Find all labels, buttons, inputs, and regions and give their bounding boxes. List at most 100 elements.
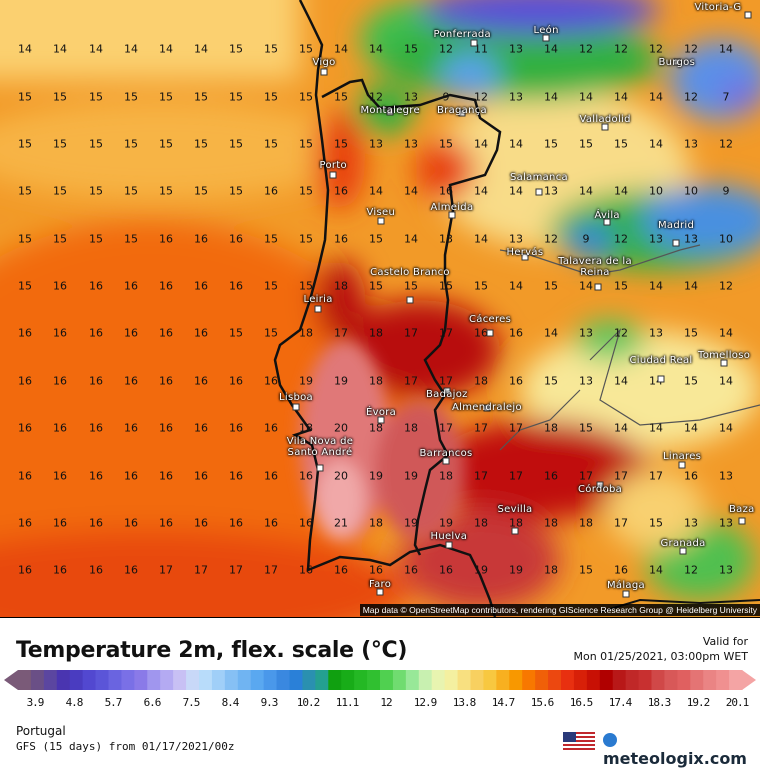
- grid-temperature-value: 17: [404, 326, 418, 340]
- grid-temperature-value: 16: [404, 563, 418, 577]
- color-swatch: [237, 670, 252, 690]
- city-label: Viseu: [366, 207, 396, 218]
- city-marker[interactable]: [535, 188, 543, 196]
- city-label: Porto: [319, 160, 347, 171]
- grid-temperature-value: 16: [684, 469, 698, 483]
- grid-temperature-value: 14: [614, 184, 628, 198]
- city-marker[interactable]: [292, 403, 300, 411]
- grid-temperature-value: 19: [369, 469, 383, 483]
- city-marker[interactable]: [622, 590, 630, 598]
- grid-temperature-value: 16: [439, 563, 453, 577]
- grid-temperature-value: 16: [544, 469, 558, 483]
- scale-tick-label: 6.6: [143, 696, 162, 709]
- city-marker[interactable]: [672, 239, 680, 247]
- city-marker[interactable]: [678, 461, 686, 469]
- grid-temperature-value: 16: [53, 563, 67, 577]
- city-marker[interactable]: [542, 34, 550, 42]
- grid-temperature-value: 16: [89, 279, 103, 293]
- city-marker[interactable]: [738, 517, 746, 525]
- grid-temperature-value: 12: [684, 563, 698, 577]
- grid-temperature-value: 16: [264, 516, 278, 530]
- grid-temperature-value: 13: [439, 232, 453, 246]
- city-marker[interactable]: [483, 404, 491, 412]
- grid-temperature-value: 16: [229, 374, 243, 388]
- color-swatch: [186, 670, 200, 690]
- city-marker[interactable]: [521, 253, 529, 261]
- grid-temperature-value: 12: [614, 232, 628, 246]
- city-marker[interactable]: [377, 217, 385, 225]
- grid-temperature-value: 12: [614, 326, 628, 340]
- grid-temperature-value: 16: [159, 421, 173, 435]
- color-swatch: [160, 670, 174, 690]
- grid-temperature-value: 13: [509, 232, 523, 246]
- city-marker[interactable]: [673, 58, 681, 66]
- grid-temperature-value: 16: [194, 421, 208, 435]
- grid-temperature-value: 16: [299, 563, 313, 577]
- grid-temperature-value: 14: [159, 42, 173, 56]
- color-swatch: [716, 670, 730, 690]
- grid-temperature-value: 14: [474, 184, 488, 198]
- city-marker[interactable]: [720, 359, 728, 367]
- grid-temperature-value: 16: [18, 374, 32, 388]
- city-label: Bragança: [437, 105, 487, 116]
- grid-temperature-value: 16: [299, 469, 313, 483]
- city-marker[interactable]: [406, 296, 414, 304]
- city-marker[interactable]: [377, 416, 385, 424]
- grid-temperature-value: 15: [159, 90, 173, 104]
- grid-temperature-value: 14: [509, 279, 523, 293]
- grid-temperature-value: 15: [124, 232, 138, 246]
- temperature-map[interactable]: 14 14 14 14 14 14 15 15 15 14 14 15 12 11 13 14 12 12 12 12…: [0, 0, 760, 618]
- color-swatch: [535, 670, 549, 690]
- grid-temperature-value: 9: [442, 90, 450, 104]
- city-marker[interactable]: [657, 375, 665, 383]
- city-marker[interactable]: [314, 305, 322, 313]
- grid-temperature-value: 15: [159, 137, 173, 151]
- city-marker[interactable]: [442, 457, 450, 465]
- grid-temperature-value: 16: [439, 184, 453, 198]
- grid-temperature-value: 18: [299, 326, 313, 340]
- city-label: Tomelloso: [698, 350, 751, 361]
- scale-tick-label: 15.6: [530, 696, 554, 709]
- city-marker[interactable]: [603, 218, 611, 226]
- city-marker[interactable]: [511, 527, 519, 535]
- city-marker[interactable]: [601, 123, 609, 131]
- city-marker[interactable]: [443, 387, 451, 395]
- grid-temperature-value: 19: [404, 469, 418, 483]
- city-marker[interactable]: [448, 211, 456, 219]
- map-attribution[interactable]: Map data © OpenStreetMap contributors, r…: [359, 604, 760, 616]
- grid-temperature-value: 16: [124, 279, 138, 293]
- grid-temperature-value: 15: [544, 137, 558, 151]
- city-marker[interactable]: [445, 541, 453, 549]
- city-marker[interactable]: [329, 171, 337, 179]
- grid-temperature-value: 18: [474, 516, 488, 530]
- city-marker[interactable]: [486, 329, 494, 337]
- city-marker[interactable]: [320, 68, 328, 76]
- city-marker[interactable]: [470, 39, 478, 47]
- grid-temperature-value: 14: [404, 184, 418, 198]
- us-flag-icon[interactable]: [563, 732, 595, 750]
- coastline: [273, 0, 497, 617]
- valid-for-label: Valid for: [702, 635, 748, 648]
- color-swatch: [625, 670, 640, 690]
- grid-temperature-value: 16: [299, 516, 313, 530]
- city-marker[interactable]: [679, 547, 687, 555]
- city-marker[interactable]: [376, 588, 384, 596]
- city-marker[interactable]: [744, 11, 752, 19]
- grid-temperature-value: 17: [509, 421, 523, 435]
- city-label: Vitoria-G: [694, 2, 742, 13]
- city-label: Ciudad Real: [629, 355, 693, 366]
- grid-temperature-value: 15: [579, 421, 593, 435]
- city-marker[interactable]: [594, 283, 602, 291]
- city-marker[interactable]: [458, 109, 466, 117]
- grid-temperature-value: 16: [229, 516, 243, 530]
- color-swatch: [121, 670, 135, 690]
- color-swatch: [69, 670, 84, 690]
- city-label: Leiria: [303, 294, 333, 305]
- meteologix-logo[interactable]: meteologix.com: [603, 730, 760, 768]
- grid-temperature-value: 18: [439, 469, 453, 483]
- city-marker[interactable]: [386, 108, 394, 116]
- grid-temperature-value: 18: [369, 421, 383, 435]
- color-swatch: [224, 670, 239, 690]
- city-marker[interactable]: [596, 481, 604, 489]
- city-marker[interactable]: [316, 464, 324, 472]
